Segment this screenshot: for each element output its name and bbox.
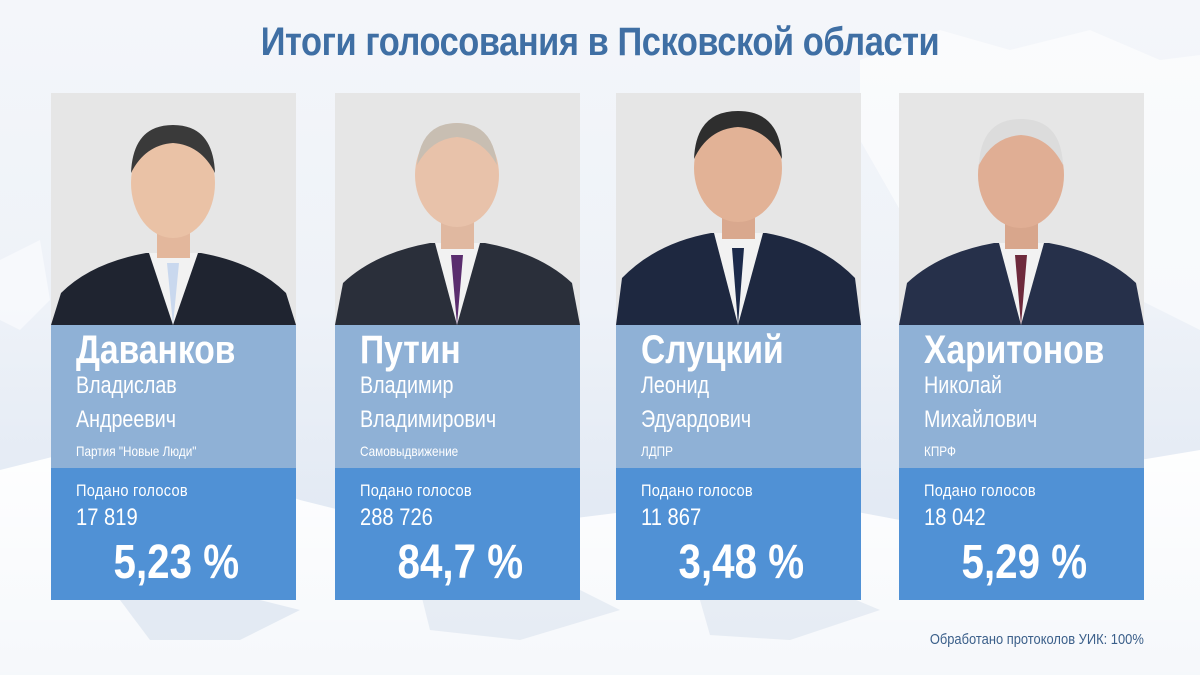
candidate-photo (335, 93, 580, 325)
votes-panel (616, 468, 861, 600)
candidate-card-kharitonov: Харитонов Николай Михайлович КПРФ Подано… (899, 93, 1144, 600)
vote-percent: 5,29 % (961, 536, 1088, 589)
candidate-photo (616, 93, 861, 325)
candidate-patronymic: Владимирович (360, 406, 497, 433)
candidate-surname: Слуцкий (641, 328, 784, 372)
candidate-surname: Даванков (76, 328, 236, 372)
votes-panel (899, 468, 1144, 600)
candidate-card-davankov: Даванков Владислав Андреевич Партия "Нов… (51, 93, 296, 600)
votes-count: 18 042 (924, 504, 986, 531)
candidate-party: ЛДПР (641, 443, 673, 459)
votes-label: Подано голосов (924, 481, 1036, 500)
candidate-patronymic: Эдуардович (641, 406, 752, 433)
votes-label: Подано голосов (360, 481, 472, 500)
candidate-surname: Путин (360, 328, 461, 372)
candidate-first-name: Николай (924, 372, 1002, 399)
protocols-processed-note: Обработано протоколов УИК: 100% (930, 631, 1144, 648)
votes-label: Подано голосов (76, 481, 188, 500)
candidate-party: Партия "Новые Люди" (76, 443, 197, 459)
candidate-card-putin: Путин Владимир Владимирович Самовыдвижен… (335, 93, 580, 600)
vote-percent: 3,48 % (678, 536, 805, 589)
votes-count: 17 819 (76, 504, 138, 531)
candidate-first-name: Владислав (76, 372, 177, 399)
candidate-surname: Харитонов (924, 328, 1105, 372)
candidate-party: Самовыдвижение (360, 443, 459, 459)
vote-percent: 84,7 % (397, 536, 524, 589)
votes-count: 11 867 (641, 504, 702, 531)
candidate-party: КПРФ (924, 443, 956, 459)
candidate-photo (899, 93, 1144, 325)
vote-percent: 5,23 % (113, 536, 240, 589)
page-title: Итоги голосования в Псковской области (260, 20, 940, 64)
candidate-patronymic: Андреевич (76, 406, 177, 433)
candidate-card-slutsky: Слуцкий Леонид Эдуардович ЛДПР Подано го… (616, 93, 861, 600)
candidate-patronymic: Михайлович (924, 406, 1038, 433)
votes-count: 288 726 (360, 504, 433, 531)
candidate-photo (51, 93, 296, 325)
candidate-first-name: Леонид (641, 372, 710, 399)
votes-panel (51, 468, 296, 600)
votes-label: Подано голосов (641, 481, 753, 500)
candidate-first-name: Владимир (360, 372, 454, 399)
votes-panel (335, 468, 580, 600)
